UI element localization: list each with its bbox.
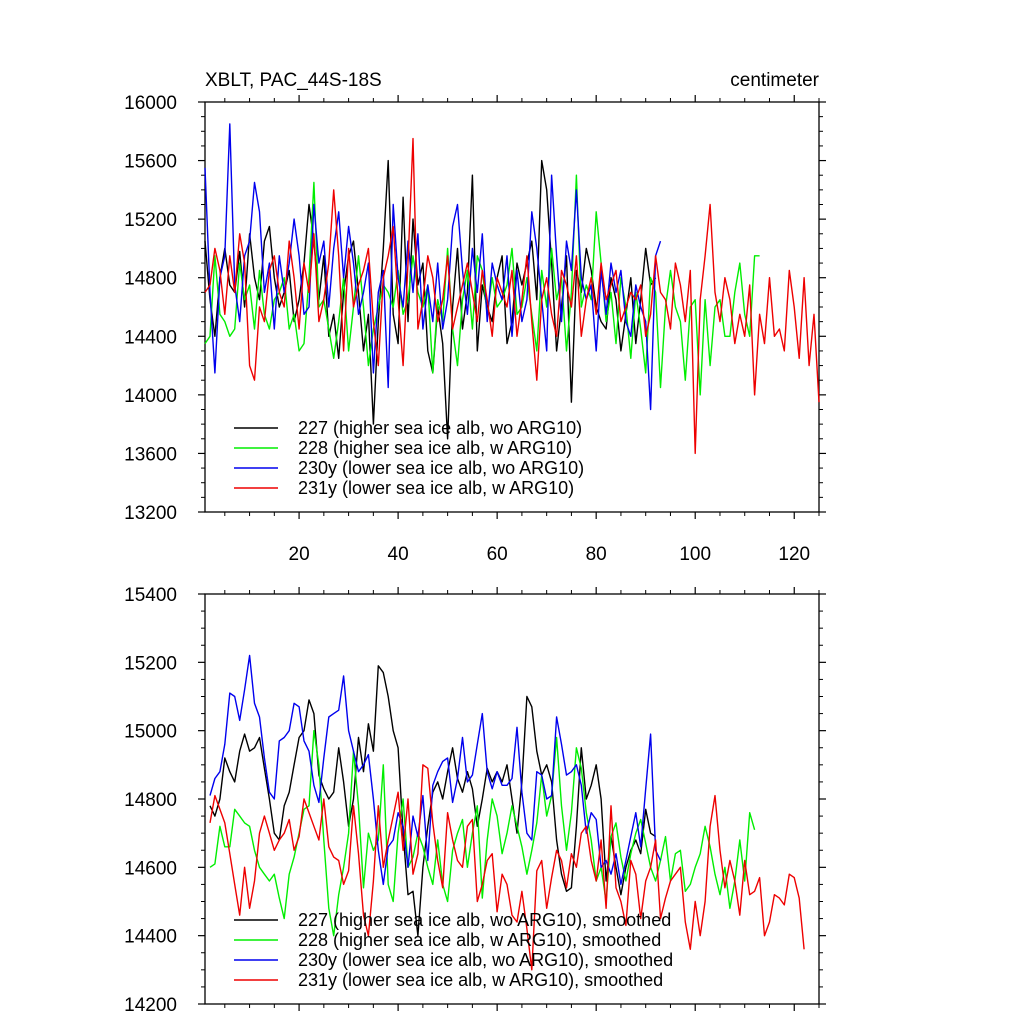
y-tick-label: 15000 [124,722,177,743]
series-line-2 [209,654,662,886]
bottom-legend: 227 (higher sea ice alb, wo ARG10), smoo… [234,910,673,990]
legend-label-1: 228 (higher sea ice alb, w ARG10) [298,438,572,458]
x-tick-label: 40 [388,544,409,565]
x-tick-label: 120 [778,544,810,565]
top-chart-units: centimeter [730,70,819,91]
y-tick-label: 15400 [124,585,177,606]
top-chart-title: XBLT, PAC_44S-18S [205,70,382,91]
y-tick-label: 13600 [124,444,177,465]
top-series [204,123,820,455]
bottom-panel: 14200 14400 14600 14800 15000 15200 15400 227 … [124,585,826,1016]
x-tick-label: 100 [679,544,711,565]
series-line-3 [204,137,820,455]
y-tick-label: 16000 [124,93,177,114]
legend-label-2: 230y (lower sea ice alb, wo ARG10), smoo… [298,950,673,970]
legend-label-1: 228 (higher sea ice alb, w ARG10), smoot… [298,930,661,950]
y-tick-label: 15600 [124,152,177,173]
x-tick-label: 60 [487,544,508,565]
legend-label-3: 231y (lower sea ice alb, w ARG10), smoot… [298,970,663,990]
bottom-axis-ticks: 14200 14400 14600 14800 15000 15200 15400 [124,585,826,1016]
series-line-0 [209,665,656,937]
top-panel: XBLT, PAC_44S-18S centimeter 13200136001… [124,70,826,565]
y-tick-label: 14800 [124,269,177,290]
top-legend: 227 (higher sea ice alb, wo ARG10)228 (h… [234,418,584,498]
bottom-series [209,654,805,971]
y-tick-label: 14600 [124,858,177,879]
legend-label-3: 231y (lower sea ice alb, w ARG10) [298,478,574,498]
series-line-2 [204,123,662,411]
y-tick-label: 15200 [124,653,177,674]
y-tick-label: 13200 [124,503,177,524]
legend-label-0: 227 (higher sea ice alb, wo ARG10), smoo… [298,910,671,930]
y-tick-label: 14400 [124,927,177,948]
series-line-3 [209,764,805,971]
x-tick-label: 20 [289,544,310,565]
top-axis-ticks: 13200 13600 14000 14400 14800 15200 15600 16000… [124,93,826,565]
legend-label-0: 227 (higher sea ice alb, wo ARG10) [298,418,582,438]
y-tick-label: 14400 [124,327,177,348]
legend-label-2: 230y (lower sea ice alb, wo ARG10) [298,458,584,478]
y-tick-label: 14200 [124,995,177,1016]
y-tick-label: 15200 [124,210,177,231]
y-tick-label: 14000 [124,386,177,407]
x-tick-label: 80 [586,544,607,565]
y-tick-label: 14800 [124,790,177,811]
